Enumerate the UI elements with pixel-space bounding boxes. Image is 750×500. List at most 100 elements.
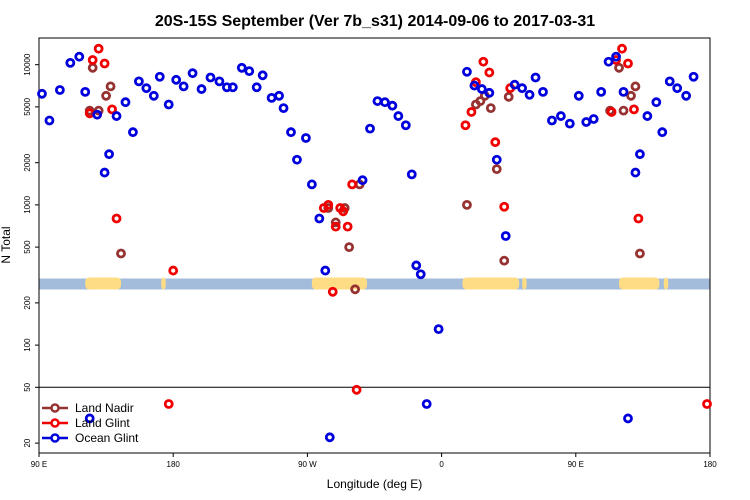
data-point [365,123,375,134]
y-tick-label: 500 [23,240,32,254]
x-tick-label: 90 W [298,460,317,469]
data-point [324,432,335,443]
data-point [163,99,174,110]
legend-swatch-marker [50,418,60,428]
data-point [433,324,444,335]
data-point [406,169,417,180]
data-point [657,127,668,138]
series-land-glint [84,43,712,409]
legend-swatch-marker [50,433,60,443]
data-point [320,265,331,276]
data-point [500,231,511,241]
x-tick-label: 0 [439,460,444,469]
data-point [342,221,353,232]
legend-label: Land Nadir [75,401,134,415]
y-axis-label: N Total [0,226,13,263]
data-point [107,104,117,115]
legend-label: Land Glint [75,416,130,430]
y-tick-label: 10000 [23,53,32,76]
data-point [65,57,76,68]
data-point [105,81,116,92]
data-point [301,133,311,143]
data-point [347,179,358,190]
data-point [84,413,95,424]
series-ocean-glint [37,51,699,443]
data-point [351,384,362,395]
x-axis-label: Longitude (deg E) [327,477,422,491]
data-point [314,213,325,224]
data-point [141,83,152,94]
data-point [286,127,296,138]
data-point [205,72,216,83]
data-point [672,83,683,94]
data-point [236,62,247,73]
data-point [460,120,471,131]
data-point [171,74,182,85]
ocean-land-band [39,277,710,290]
data-point [623,58,633,69]
data-point [357,175,368,186]
data-point [618,86,629,97]
x-tick-label: 90 E [31,460,47,469]
x-axis: 90 E 180 90 W 0 90 E 180 [31,453,717,469]
y-tick-label: 5000 [23,97,32,115]
data-point [380,97,390,108]
y-tick-label: 20 [23,438,32,447]
data-point [104,149,114,160]
land-band-segment [522,277,527,290]
data-point [555,111,566,121]
data-point [469,80,480,91]
data-point [120,97,131,108]
data-point [99,58,110,69]
data-point [163,399,174,409]
x-tick-label: 90 E [568,460,584,469]
data-point [187,68,198,79]
data-point [499,255,510,266]
data-point [633,213,644,224]
data-point [478,56,489,67]
data-point [485,103,496,114]
y-axis: 20 50 100 200 500 1000 2000 5000 10000 [23,53,39,448]
data-point [499,201,510,212]
plot-frame [38,37,711,454]
data-point [476,84,487,94]
data-point [344,242,355,253]
ocean-band [39,278,710,290]
data-point [330,221,341,232]
data-point [462,66,472,77]
data-point [617,43,627,54]
data-point [630,167,641,178]
data-point [251,82,262,93]
y-tick-label: 2000 [23,153,32,171]
data-point [462,199,472,210]
data-point [400,120,411,131]
data-point [421,399,432,409]
y-tick-label: 200 [23,296,32,310]
data-point [178,81,189,92]
data-point [603,56,614,67]
legend-swatch-marker [50,403,60,413]
data-point [411,260,422,271]
data-point [415,269,426,280]
data-point [466,107,477,117]
land-band-segment [85,277,122,290]
x-tick-label: 180 [703,460,717,469]
data-point [111,213,122,224]
data-point [606,107,617,117]
data-point [257,70,268,81]
data-point [306,179,317,190]
data-point [292,154,302,165]
data-point [87,62,98,73]
data-point [564,118,575,129]
data-point [629,104,639,115]
data-point [54,85,65,95]
data-point [274,90,284,101]
data-point [134,76,144,87]
data-point [196,84,207,94]
y-tick-label: 50 [23,382,32,391]
data-point [702,399,712,409]
data-point [327,286,338,297]
data-point [484,67,495,78]
data-point [372,96,383,106]
